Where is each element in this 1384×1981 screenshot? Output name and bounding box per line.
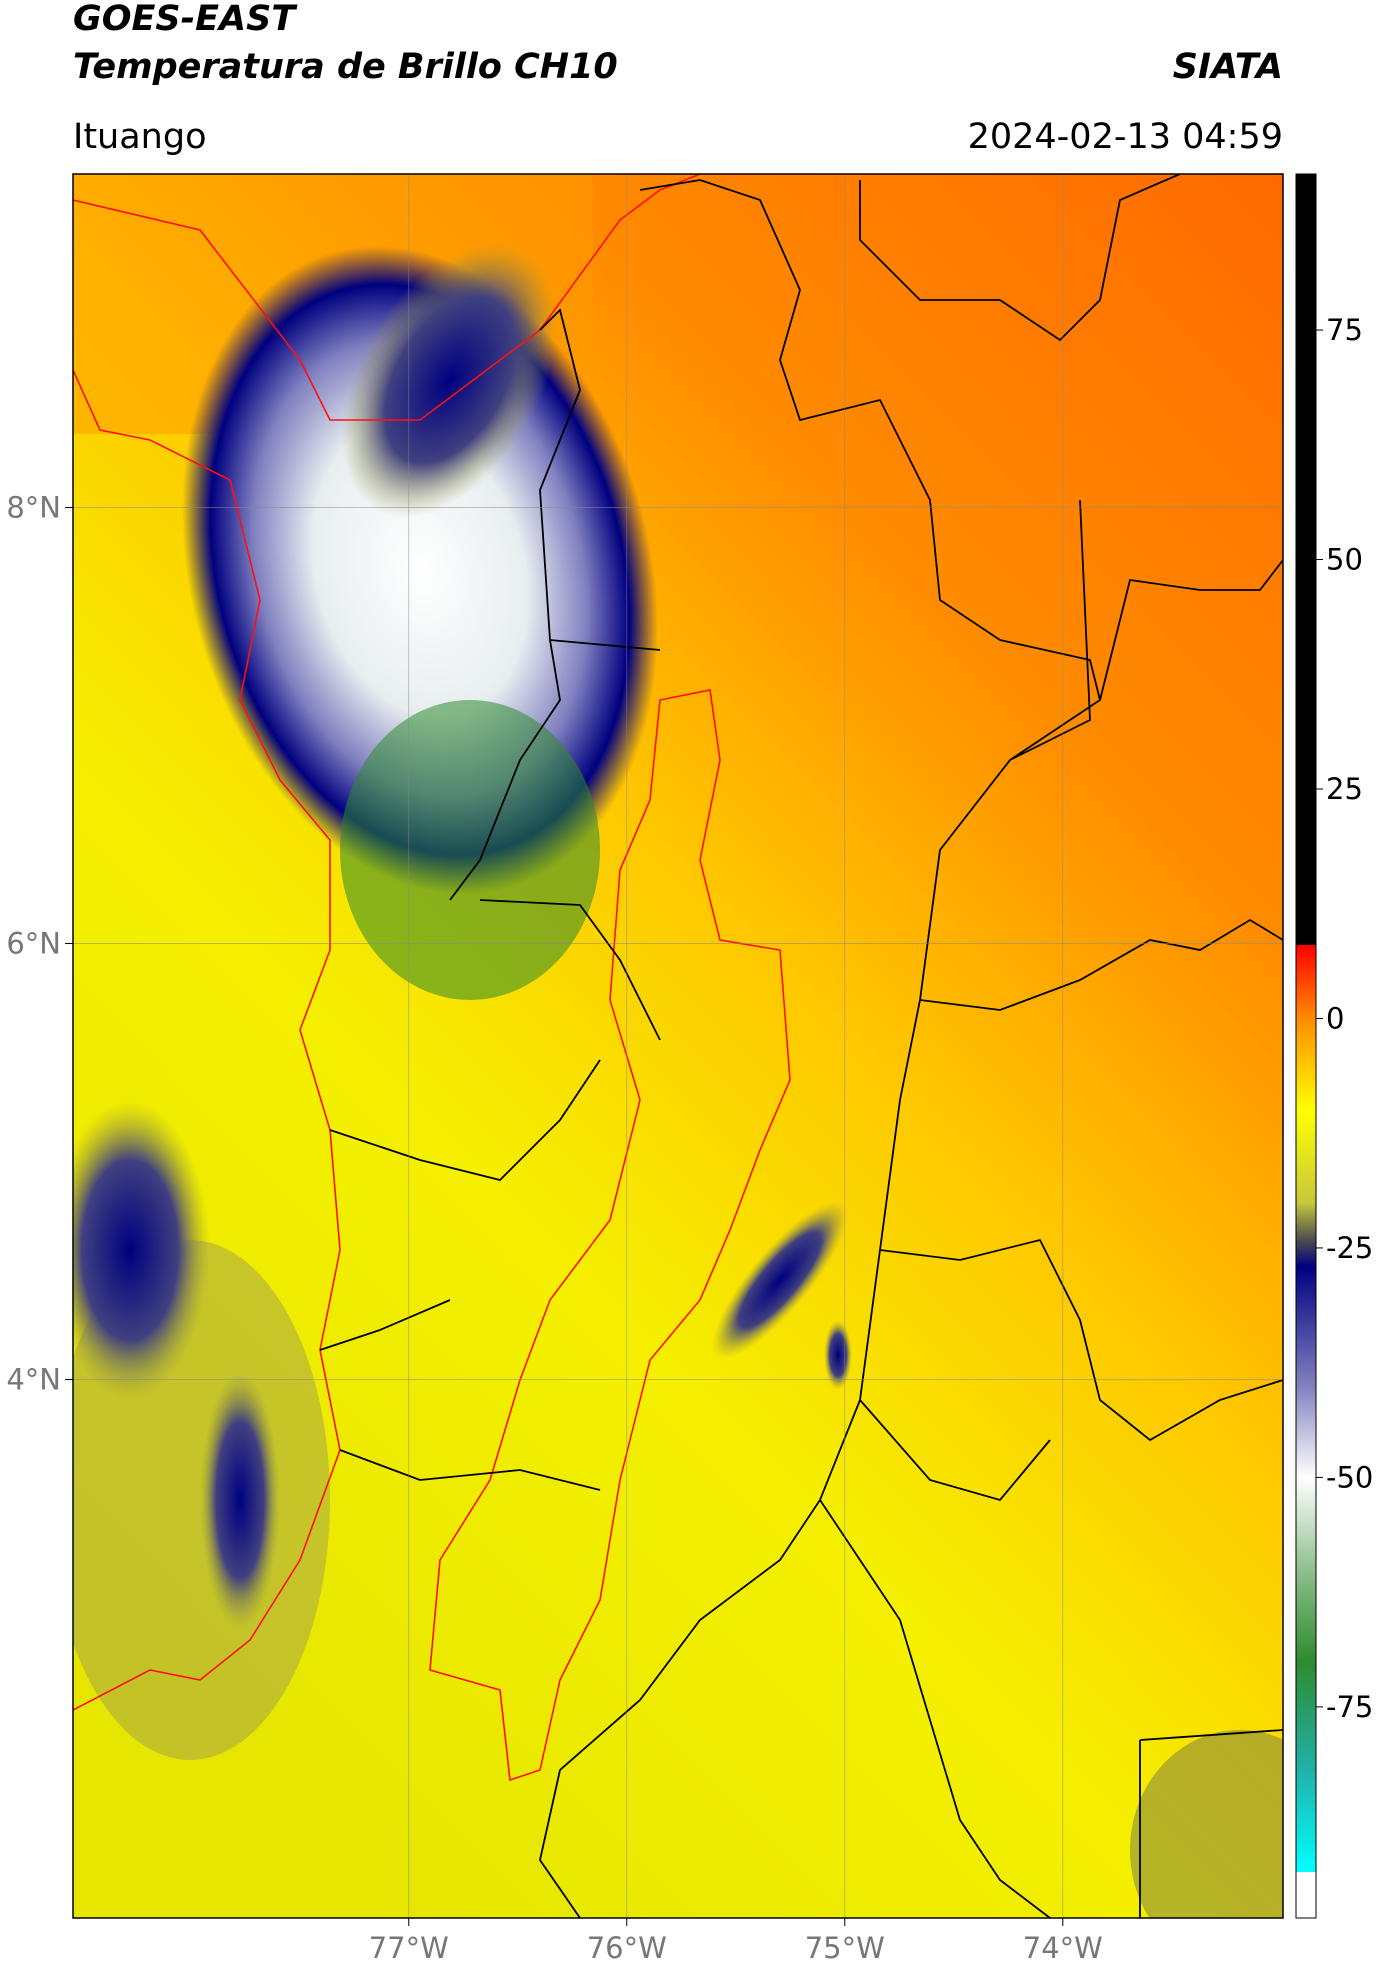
x-tick-label: 76°W [587, 1931, 667, 1965]
x-tick-label: 74°W [1023, 1931, 1103, 1965]
colorbar-tick-label: 50 [1326, 543, 1363, 577]
map-frame [72, 173, 1284, 1919]
subtitle: Temperatura de Brillo CH10 [73, 47, 618, 87]
colorbar-tick-label: 75 [1326, 313, 1363, 347]
colorbar-tick-label: -50 [1326, 1460, 1373, 1494]
y-tick-label: 6°N [6, 927, 61, 961]
x-tick-label: 77°W [369, 1931, 449, 1965]
colorbar-tick-label: 0 [1326, 1001, 1344, 1035]
location: Ituango [73, 117, 207, 157]
graticule [73, 174, 1283, 1918]
brand: SIATA [1173, 47, 1283, 87]
y-tick-label: 4°N [6, 1363, 61, 1397]
colorbar-tick-label: -25 [1326, 1231, 1373, 1265]
title: GOES-EAST [73, 0, 298, 39]
x-tick-label: 75°W [805, 1931, 885, 1965]
colorbar [1295, 173, 1317, 1919]
colorbar-tick-label: 25 [1326, 772, 1363, 806]
y-tick-label: 8°N [6, 491, 61, 525]
satellite-image [73, 174, 1283, 1918]
datetime: 2024-02-13 04:59 [968, 117, 1283, 157]
colorbar-tick-label: -75 [1326, 1690, 1373, 1724]
